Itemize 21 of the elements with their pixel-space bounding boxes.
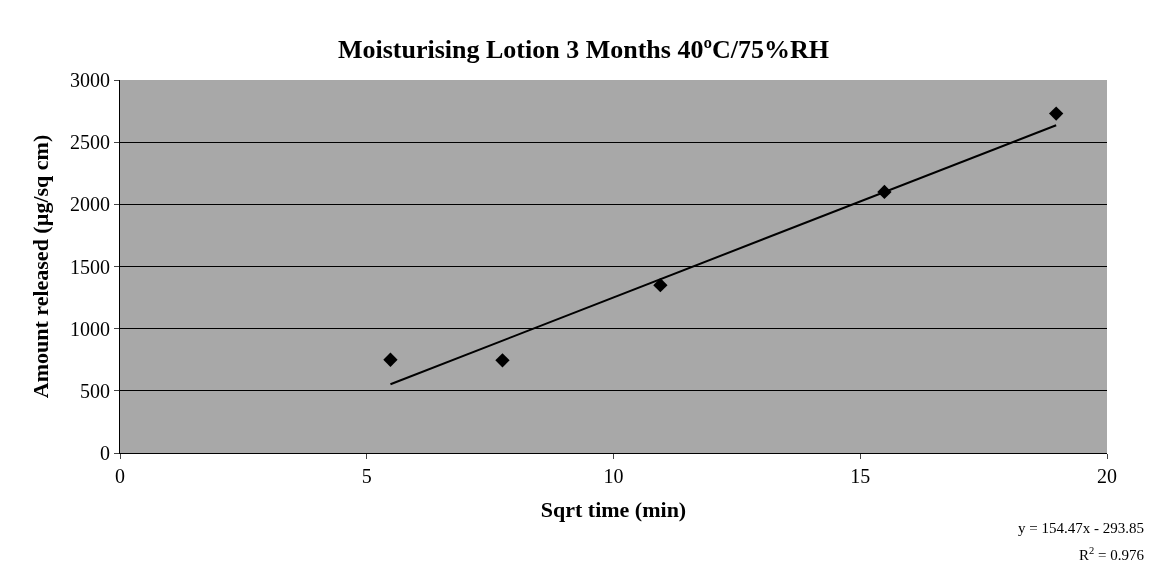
chart-title: Moisturising Lotion 3 Months 40ºC/75%RH (337, 34, 830, 64)
x-tick-label: 0 (115, 465, 125, 487)
y-axis-title: Amount released (µg/sq cm) (27, 134, 53, 399)
y-tick-label: 2000 (70, 193, 110, 216)
point (653, 278, 668, 293)
text: R$^{2}$ = 0.976 (1079, 545, 1145, 563)
point (383, 352, 398, 367)
x-tick-label: 20 (1097, 465, 1117, 487)
y-tick-label: 1000 (70, 317, 110, 340)
y-tick-label: 2500 (70, 131, 110, 154)
x-tick-label: 15 (850, 465, 871, 487)
y-tick-label: 0 (100, 442, 110, 464)
y-tick-label: 1500 (70, 255, 110, 278)
y-tick-label: 500 (80, 379, 110, 402)
x-tick-label: 10 (603, 465, 624, 487)
x-axis-title: Sqrt time (min) (540, 496, 687, 522)
x-tick-label: 5 (361, 465, 372, 487)
y-tick-label: 3000 (70, 69, 110, 91)
point (495, 353, 510, 368)
point (1049, 106, 1064, 121)
text: y = 154.47x - 293.85 (1018, 520, 1144, 536)
